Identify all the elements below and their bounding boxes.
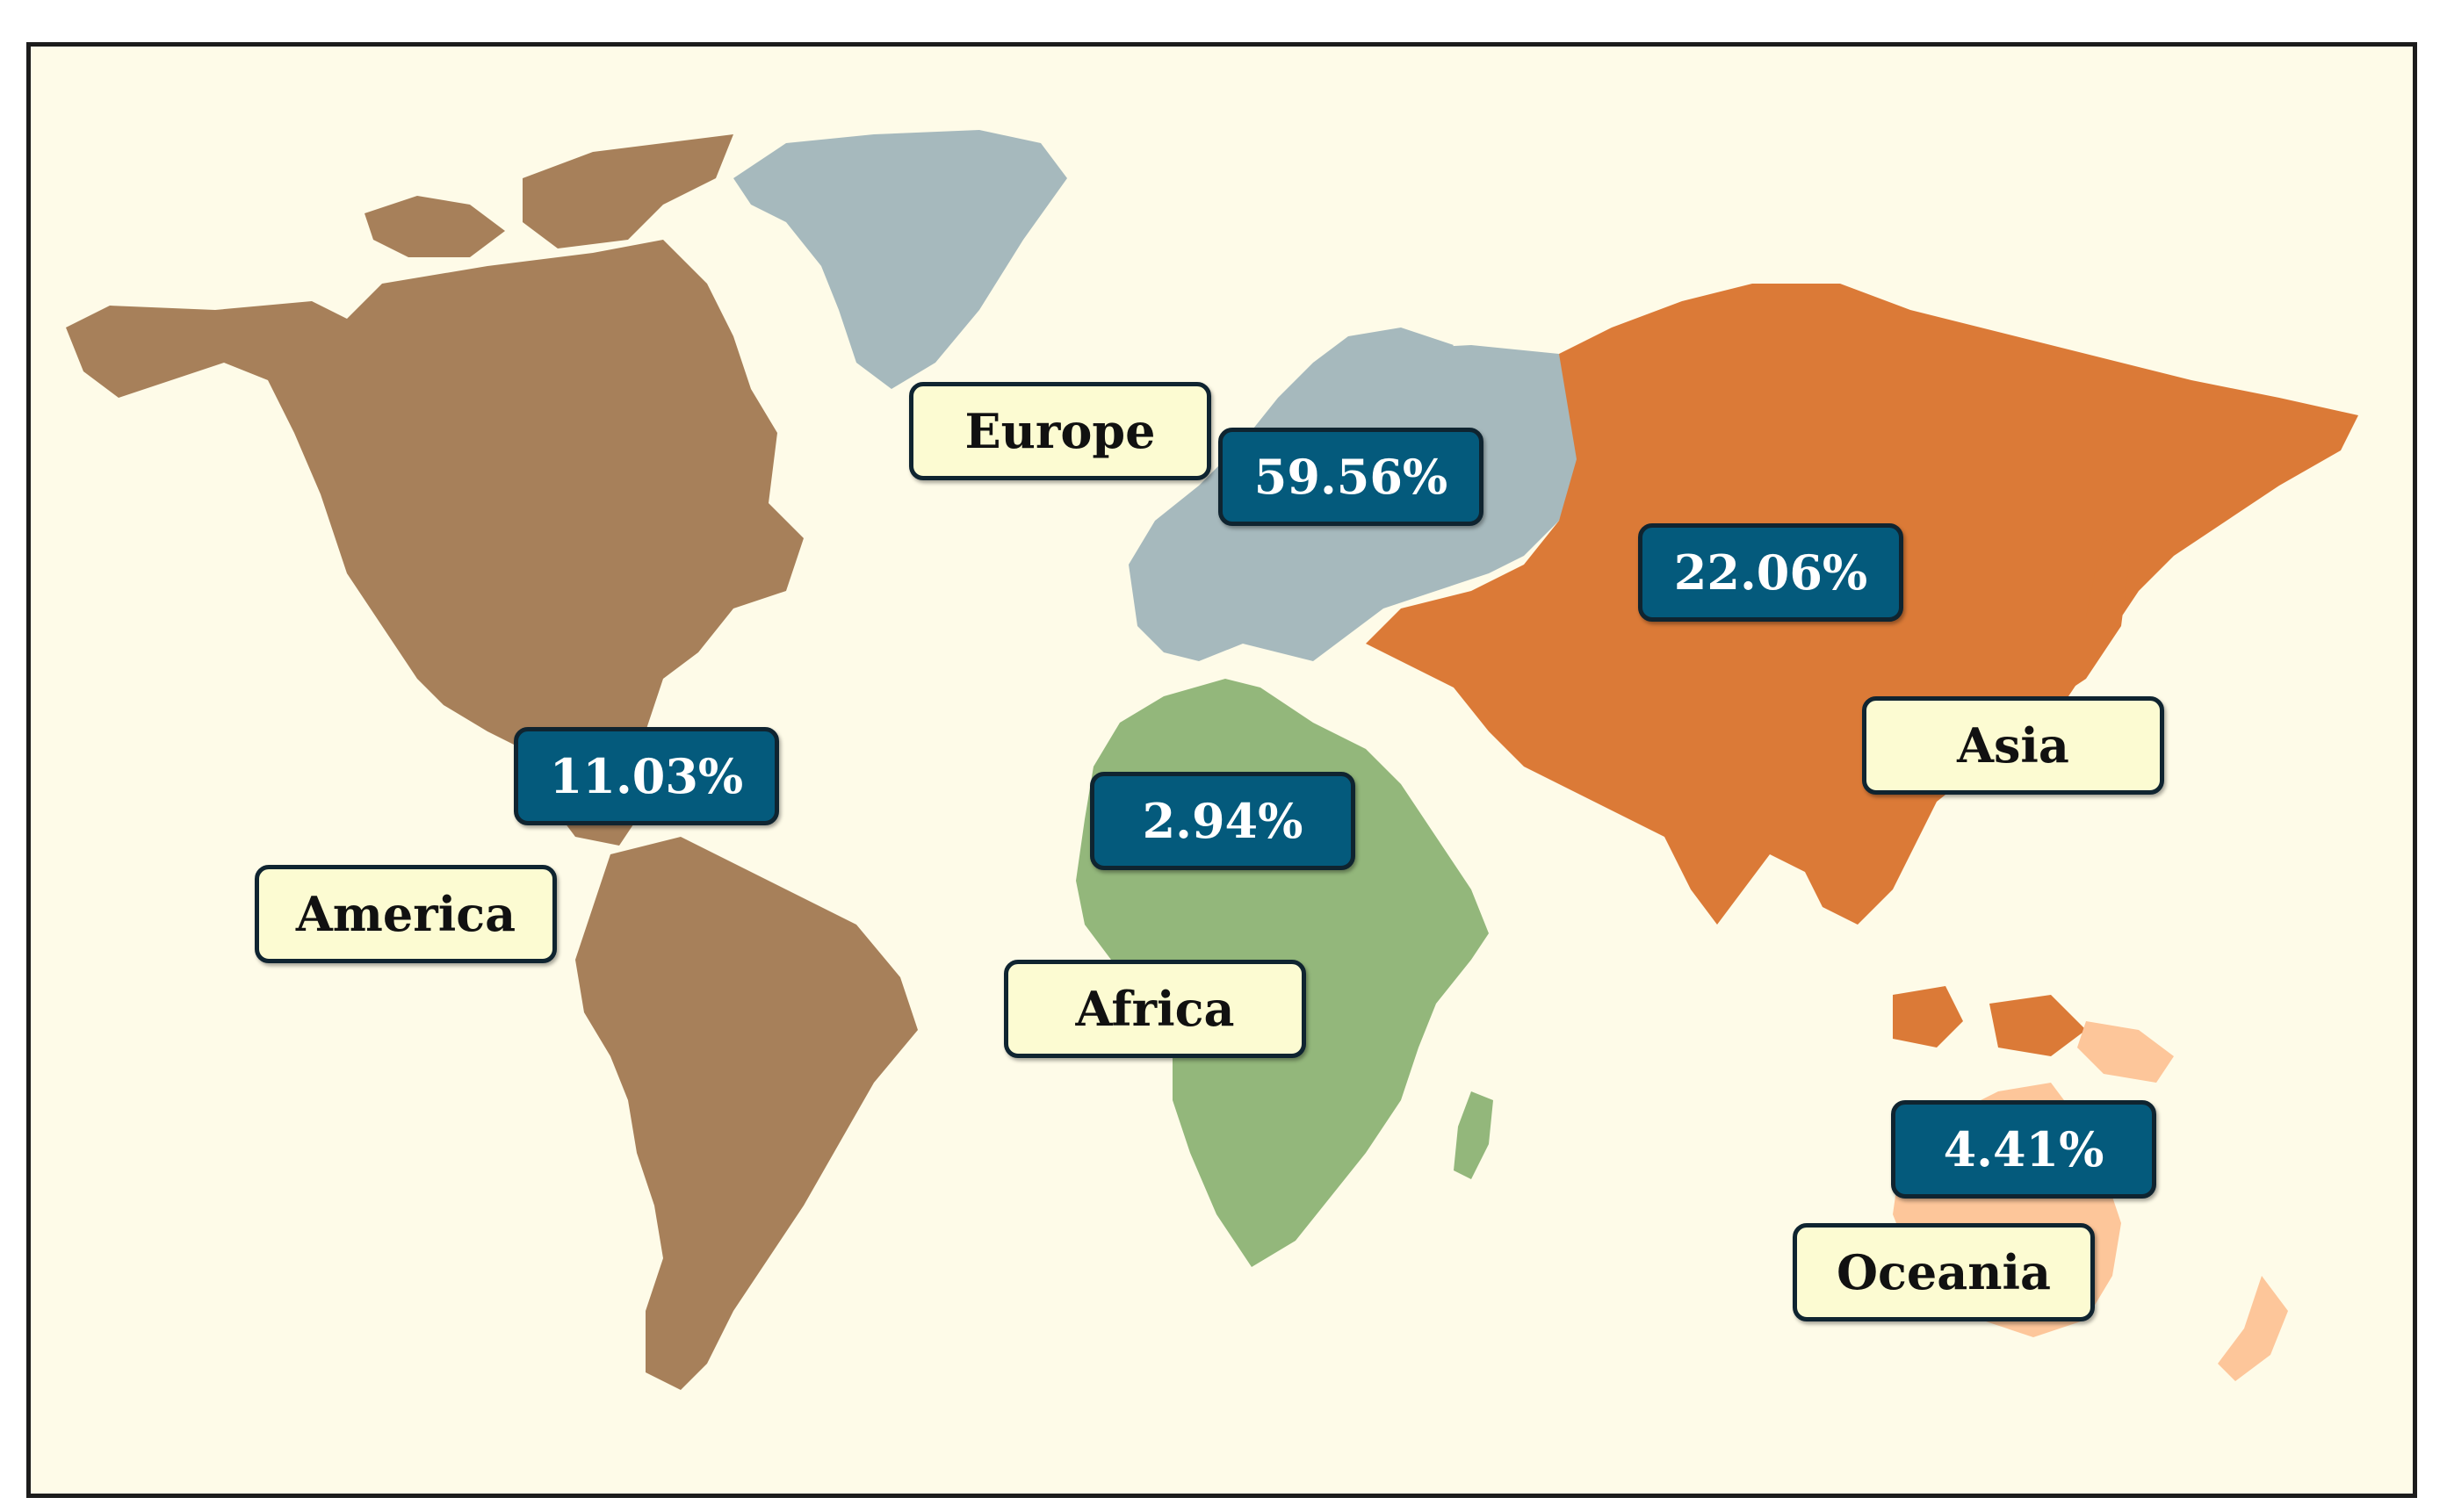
scandinavia-shape [1313,328,1454,398]
percent-asia: 22.06% [1638,523,1903,622]
label-asia: Asia [1862,696,2164,795]
greenland-shape [733,130,1067,389]
label-oceania: Oceania [1793,1223,2095,1321]
percent-africa: 2.94% [1090,772,1355,870]
percent-europe: 59.56% [1218,428,1483,526]
label-america: America [255,865,557,963]
region-oceania [1893,1021,2288,1381]
world-map: Europe Asia America Africa Oceania 59.56… [26,42,2417,1498]
percent-oceania: 4.41% [1891,1100,2156,1199]
new-guinea-shape [2077,1021,2174,1083]
canadian-islands-shape [523,134,733,248]
label-africa: Africa [1004,960,1306,1058]
south-america-shape [575,837,918,1390]
canadian-islands-shape-2 [365,196,505,257]
indonesia-shape-2 [1989,995,2086,1056]
percent-america: 11.03% [514,727,779,825]
region-america [66,134,918,1390]
label-europe: Europe [909,382,1211,480]
japan-shape [2051,538,2130,696]
indonesia-shape [1893,986,1963,1048]
madagascar-shape [1454,1091,1493,1179]
new-zealand-shape [2218,1276,2288,1381]
north-america-shape [66,240,804,775]
